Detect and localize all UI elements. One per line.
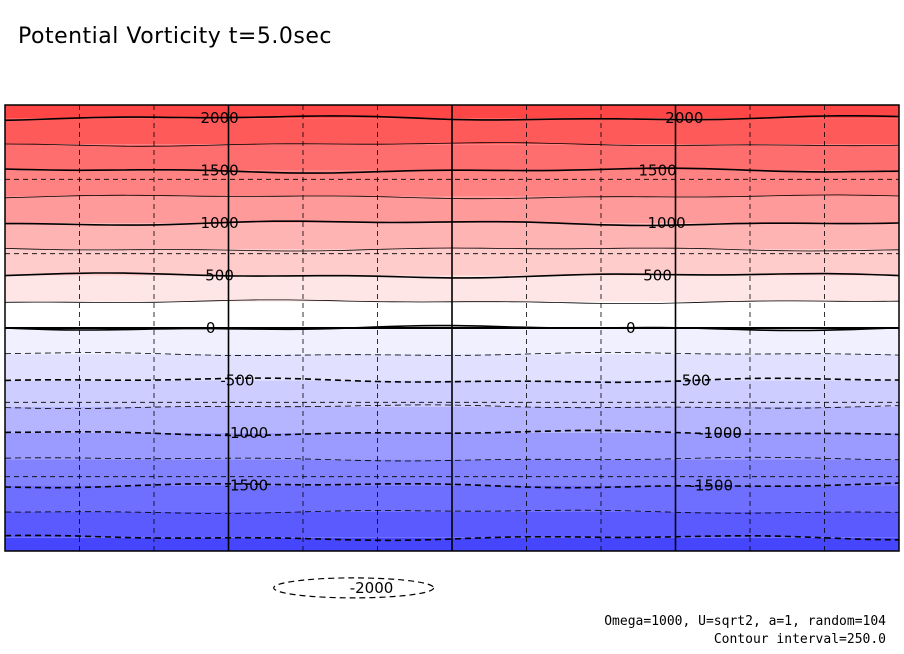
parameters-note: Omega=1000, U=sqrt2, a=1, random=104 xyxy=(604,614,886,629)
contour-label: 1000 xyxy=(648,214,686,232)
contour-label: 1500 xyxy=(639,162,677,180)
contour-line xyxy=(5,534,899,542)
contour-label: -2000 xyxy=(350,579,394,597)
chart-title: Potential Vorticity t=5.0sec xyxy=(18,24,332,49)
contour-label: 1500 xyxy=(201,162,239,180)
contour-label: -500 xyxy=(676,372,710,390)
contour-label: -1000 xyxy=(225,424,269,442)
contour-label: -1500 xyxy=(225,476,269,494)
contour-label: 500 xyxy=(205,267,234,285)
contour-line xyxy=(5,404,899,409)
contour-label: 1000 xyxy=(201,214,239,232)
contour-label: -1500 xyxy=(690,476,734,494)
contour-interval-note: Contour interval=250.0 xyxy=(713,632,886,647)
contour-label: 0 xyxy=(626,319,636,337)
contour-label: 0 xyxy=(206,319,216,337)
contour-label: 2000 xyxy=(201,109,239,127)
plot-frame xyxy=(4,104,900,552)
contour-label: 500 xyxy=(643,267,672,285)
contour-label: 2000 xyxy=(665,109,703,127)
contour-label: -500 xyxy=(220,372,254,390)
contour-line xyxy=(5,352,899,356)
contour-closed-2000 xyxy=(273,577,435,599)
contour-label: -1000 xyxy=(698,424,742,442)
